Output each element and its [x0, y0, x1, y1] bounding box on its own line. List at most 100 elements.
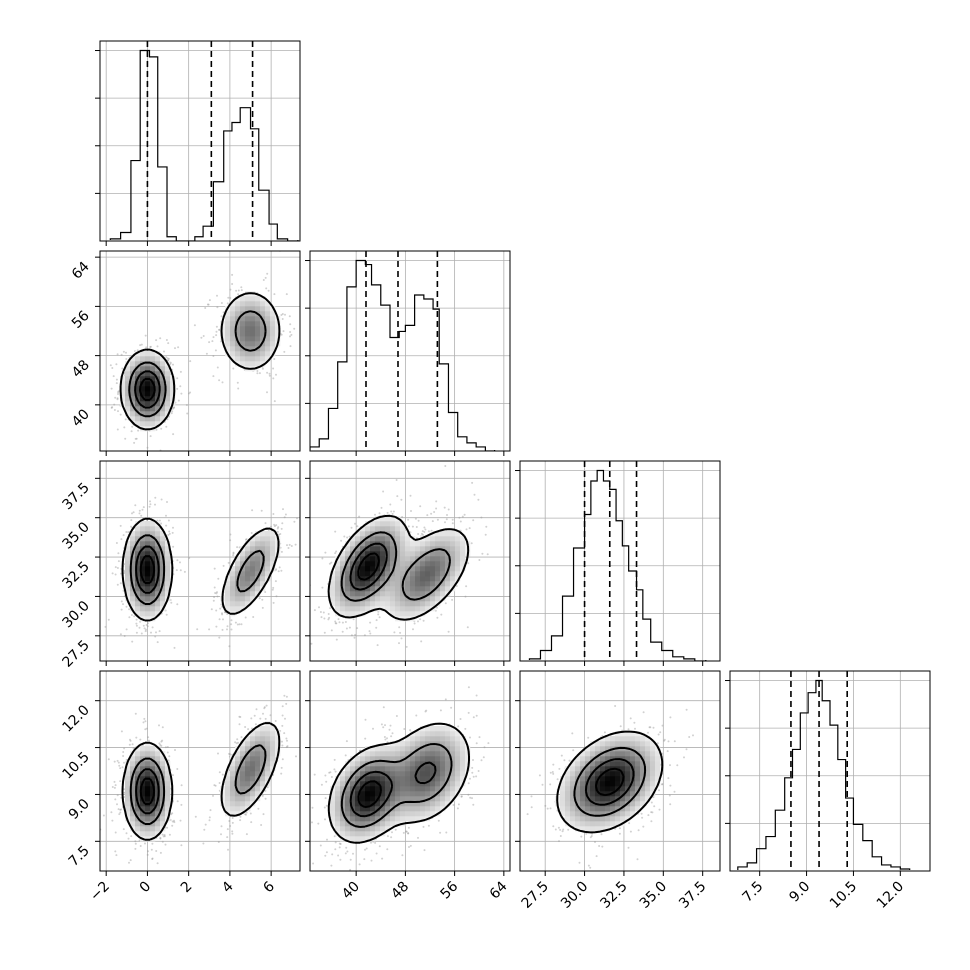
density-cell: [355, 536, 361, 542]
density-cell: [135, 371, 141, 377]
scatter-point: [413, 622, 416, 625]
density-cell: [455, 551, 461, 557]
scatter-point: [328, 562, 331, 565]
scatter-point: [396, 495, 399, 498]
density-cell: [345, 551, 351, 557]
scatter-point: [125, 605, 128, 608]
scatter-point: [125, 832, 128, 835]
density-cell: [170, 381, 176, 387]
scatter-point: [410, 510, 412, 512]
density-cell: [450, 576, 456, 582]
density-cell: [355, 611, 361, 617]
density-cell: [235, 566, 241, 572]
scatter-point: [273, 523, 276, 526]
scatter-point: [232, 367, 235, 370]
scatter-point: [290, 333, 293, 336]
density-cell: [430, 546, 436, 552]
density-cell: [360, 531, 366, 537]
density-cell: [355, 606, 361, 612]
density-cell: [225, 586, 231, 592]
scatter-point: [173, 819, 175, 822]
density-cell: [425, 596, 431, 602]
density-cell: [140, 566, 146, 572]
density-cell: [260, 571, 266, 577]
scatter-point: [110, 811, 113, 814]
density-cell: [255, 331, 261, 337]
density-cell: [245, 301, 251, 307]
density-cell: [380, 576, 386, 582]
density-cell: [330, 576, 336, 582]
density-cell: [460, 556, 466, 562]
density-cell: [405, 591, 411, 597]
scatter-point: [130, 614, 133, 616]
scatter-point: [121, 367, 124, 370]
scatter-point: [356, 627, 359, 630]
scatter-point: [435, 507, 438, 510]
scatter-point: [167, 519, 170, 522]
density-cell: [125, 561, 131, 567]
density-cell: [135, 536, 141, 542]
scatter-point: [125, 358, 128, 360]
density-cell: [415, 541, 421, 547]
density-cell: [130, 591, 136, 597]
scatter-point: [451, 598, 454, 601]
scatter-point: [275, 373, 277, 376]
scatter-point: [129, 859, 132, 862]
histogram-step-2: [528, 469, 707, 661]
scatter-point: [144, 720, 147, 723]
scatter-point: [146, 446, 149, 449]
density-cell: [255, 571, 261, 577]
density-cell: [405, 611, 411, 617]
density-cell: [255, 316, 261, 322]
density-cell: [135, 411, 141, 417]
scatter-point: [422, 619, 425, 622]
scatter-point: [277, 526, 280, 529]
scatter-point: [420, 640, 423, 643]
scatter-point: [273, 525, 276, 528]
density-cell: [155, 386, 161, 392]
density-cell: [155, 531, 161, 537]
scatter-point: [150, 631, 152, 634]
density-cell: [250, 351, 256, 357]
scatter-point: [405, 645, 408, 648]
histogram-step-3: [737, 679, 911, 870]
density-cell: [375, 551, 381, 557]
density-cell: [230, 306, 236, 312]
density-cell: [155, 591, 161, 597]
density-cell: [135, 386, 141, 392]
density-cell: [355, 601, 361, 607]
density-cell: [395, 541, 401, 547]
density-cell: [160, 381, 166, 387]
density-cell: [240, 361, 246, 367]
density-cell: [155, 601, 161, 607]
density-cell: [255, 551, 261, 557]
scatter-point: [275, 568, 278, 571]
density-cell: [245, 361, 251, 367]
density-cell: [430, 591, 436, 597]
density-cell: [150, 531, 156, 537]
scatter-point: [180, 784, 183, 787]
scatter-point: [417, 533, 420, 535]
density-cell: [415, 546, 421, 552]
density-cell: [165, 546, 171, 552]
density-cell: [410, 586, 416, 592]
scatter-point: [284, 513, 287, 516]
density-cell: [365, 571, 371, 577]
density-cell: [125, 566, 131, 572]
density-cell: [250, 306, 256, 312]
density-cell: [350, 546, 356, 552]
density-cell: [250, 541, 256, 547]
density-cell: [390, 531, 396, 537]
scatter-point: [208, 341, 211, 344]
density-cell: [145, 566, 151, 572]
scatter-point: [171, 407, 174, 410]
scatter-point: [419, 505, 422, 508]
density-cell: [355, 546, 361, 552]
scatter-point: [240, 623, 243, 626]
density-cell: [425, 561, 431, 567]
density-cell: [165, 376, 171, 382]
density-cell: [145, 571, 151, 577]
scatter-point: [228, 820, 231, 822]
scatter-point: [120, 538, 123, 541]
density-cell: [415, 606, 421, 612]
